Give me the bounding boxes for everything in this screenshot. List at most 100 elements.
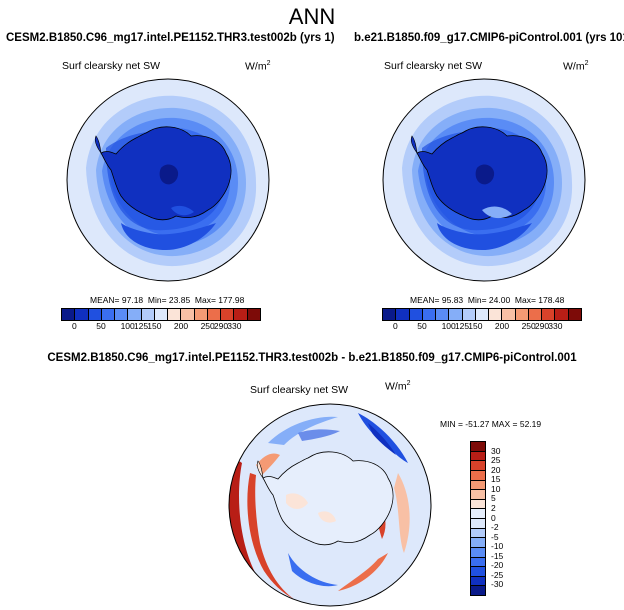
diff-colorbar-tick-label: -25 [491,569,504,580]
right-colorbar-tick-label: 100 [441,321,456,331]
right-colorbar-swatch [515,309,529,320]
diff-colorbar-swatch [471,576,485,587]
left-colorbar-swatch [207,309,222,320]
left-colorbar-tick-label: 250 [200,321,215,331]
right-colorbar-tick-label: 125 [454,321,470,331]
left-colorbar-swatch [62,309,76,320]
right-colorbar-swatch [528,309,543,320]
right-colorbar-swatch [462,309,476,320]
left-colorbar-swatch [194,309,208,320]
left-mean: MEAN= 97.18 [90,295,144,305]
left-min: Min= 23.85 [147,295,191,305]
diff-colorbar-swatch [471,451,485,462]
left-colorbar-swatches [61,308,261,321]
right-colorbar-tick-label: 250 [521,321,536,331]
right-colorbar: 0 50 100 125 150 200 250 290 330 [382,308,582,333]
right-colorbar-swatch [396,309,410,320]
right-stats: MEAN= 95.83 Min= 24.00 Max= 178.48 [410,295,564,305]
left-colorbar-swatch [168,309,182,320]
right-colorbar-tick-label: 330 [548,321,563,331]
diff-colorbar-swatch [471,528,485,539]
diff-colorbar-tick-label: -30 [491,579,504,590]
diff-colorbar [470,441,486,596]
diff-panel-title: CESM2.B1850.C96_mg17.intel.PE1152.THR3.t… [47,352,577,364]
left-colorbar-swatch [154,309,169,320]
diff-variable-label: Surf clearsky net SW [250,384,349,396]
left-colorbar-tick-label: 150 [147,321,162,331]
diff-colorbar-labels: 30 25 20 15 10 5 2 0 -2 -5 -10 -15 -20 -25 -30 [491,441,531,596]
diff-colorbar-swatches [470,441,486,596]
diff-colorbar-swatch [471,499,485,510]
diff-colorbar-tick-label: 5 [491,493,496,504]
left-max: Max= 177.98 [194,295,245,305]
left-colorbar-swatch [141,309,155,320]
left-colorbar-swatch [234,309,248,320]
right-colorbar-swatch [475,309,490,320]
right-variable-label: Surf clearsky net SW [384,60,483,72]
right-colorbar-tick-label: 0 [392,321,398,331]
left-colorbar-tick-label: 125 [133,321,149,331]
left-colorbar-swatch [115,309,129,320]
right-mean: MEAN= 95.83 [410,295,464,305]
right-panel-title: b.e21.B1850.f09_g17.CMIP6-piControl.001 … [354,32,624,44]
diff-colorbar-tick-label: 20 [491,464,501,475]
diff-units-label: W/m2 [385,380,411,393]
left-colorbar-swatch [75,309,89,320]
diff-colorbar-tick-label: 2 [491,502,496,513]
right-colorbar-tick-label: 200 [494,321,510,331]
diff-colorbar-swatch [471,470,485,481]
left-colorbar-tick-label: 50 [96,321,106,331]
diff-colorbar-tick-label: -10 [491,541,504,552]
right-colorbar-swatch [409,309,423,320]
right-colorbar-swatch [489,309,503,320]
diff-colorbar-swatch [471,490,485,500]
diff-colorbar-swatch [471,547,485,558]
diff-minmax: MIN = -51.27 MAX = 52.19 [440,419,542,429]
right-colorbar-tick-label: 50 [417,321,427,331]
left-colorbar-swatch [221,309,235,320]
right-colorbar-labels: 0 50 100 125 150 200 250 290 330 [382,321,582,333]
page-title: ANN [288,4,336,29]
diff-colorbar-swatch [471,480,485,491]
left-colorbar-swatch [101,309,116,320]
diff-colorbar-swatch [471,509,485,519]
right-colorbar-tick-label: 290 [534,321,550,331]
diff-colorbar-swatch [471,586,485,595]
left-units-label: W/m2 [245,60,271,73]
diff-colorbar-tick-label: 30 [491,445,501,456]
left-colorbar-tick-label: 0 [71,321,77,331]
left-stats: MEAN= 97.18 Min= 23.85 Max= 177.98 [90,295,244,305]
right-polar-map [382,78,586,282]
left-variable-label: Surf clearsky net SW [62,60,161,72]
left-colorbar-swatch [128,309,142,320]
diff-colorbar-swatch [471,442,485,452]
left-colorbar: 0 50 100 125 150 200 250 290 330 [61,308,261,333]
diff-colorbar-swatch [471,557,485,568]
right-colorbar-swatches [382,308,582,321]
right-units-label: W/m2 [563,60,589,73]
diff-colorbar-swatch [471,519,485,529]
left-colorbar-tick-label: 200 [173,321,189,331]
diff-colorbar-swatch [471,567,485,577]
left-colorbar-labels: 0 50 100 125 150 200 250 290 330 [61,321,261,333]
right-colorbar-tick-label: 150 [468,321,483,331]
right-colorbar-swatch [502,309,516,320]
right-colorbar-swatch [542,309,556,320]
diff-polar-map [228,403,432,607]
right-colorbar-swatch [383,309,397,320]
diff-colorbar-tick-label: -20 [491,560,504,571]
diff-colorbar-tick-label: -15 [491,550,504,561]
diff-colorbar-swatch [471,538,485,548]
right-colorbar-swatch [555,309,569,320]
right-max: Max= 178.48 [514,295,565,305]
left-colorbar-swatch [88,309,102,320]
left-colorbar-tick-label: 330 [227,321,242,331]
right-colorbar-swatch [422,309,437,320]
right-colorbar-swatch [436,309,450,320]
diff-colorbar-tick-label: 25 [491,455,501,466]
diff-colorbar-tick-label: 0 [491,512,496,523]
right-colorbar-swatch [568,309,581,320]
left-colorbar-swatch [247,309,260,320]
left-panel-title: CESM2.B1850.C96_mg17.intel.PE1152.THR3.t… [6,32,335,44]
left-colorbar-swatch [181,309,195,320]
